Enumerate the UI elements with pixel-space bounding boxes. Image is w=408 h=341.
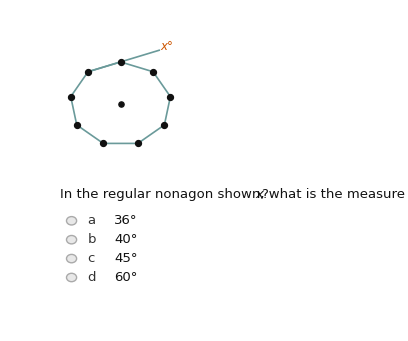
Point: [135, 141, 141, 146]
Text: In the regular nonagon shown, what is the measure of angle: In the regular nonagon shown, what is th…: [60, 188, 408, 201]
Text: 60°: 60°: [114, 271, 137, 284]
Text: d: d: [87, 271, 96, 284]
Text: 45°: 45°: [114, 252, 138, 265]
Point: [150, 69, 156, 74]
Circle shape: [67, 254, 77, 263]
Circle shape: [67, 217, 77, 225]
Point: [100, 141, 106, 146]
Point: [118, 59, 124, 65]
Circle shape: [67, 273, 77, 282]
Point: [118, 101, 124, 107]
Text: a: a: [87, 214, 95, 227]
Text: 36°: 36°: [114, 214, 138, 227]
Point: [73, 122, 80, 128]
Point: [167, 94, 174, 99]
Circle shape: [67, 236, 77, 244]
Text: ?: ?: [261, 188, 268, 201]
Text: x: x: [255, 188, 263, 201]
Point: [161, 122, 168, 128]
Text: c: c: [87, 252, 95, 265]
Point: [67, 94, 74, 99]
Text: b: b: [87, 233, 96, 246]
Text: 40°: 40°: [114, 233, 137, 246]
Point: [85, 69, 91, 74]
Text: x°: x°: [161, 40, 174, 53]
